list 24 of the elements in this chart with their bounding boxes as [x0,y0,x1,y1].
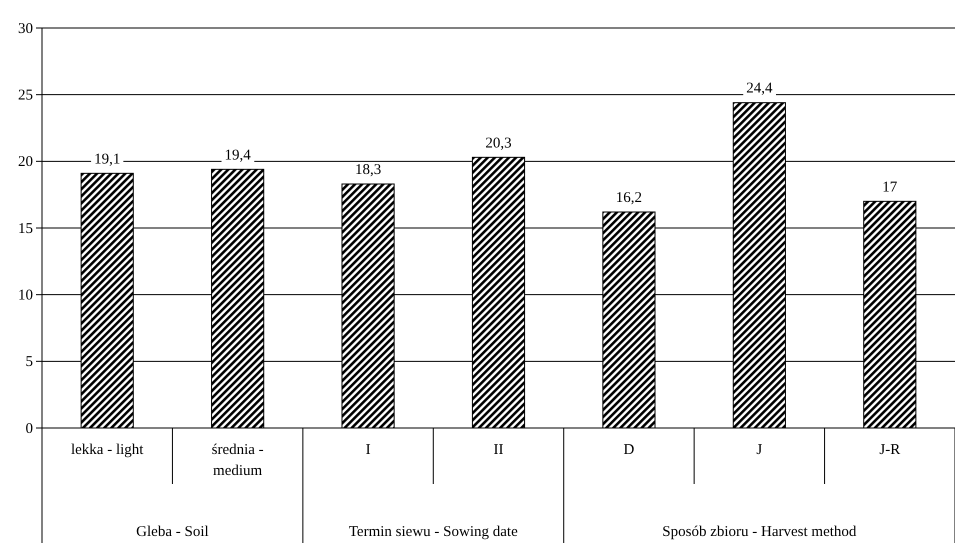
data-label: 16,2 [616,190,642,206]
data-label: 19,1 [94,151,120,168]
x-tick-label: J [756,442,762,458]
y-tick-label: 20 [18,154,33,170]
x-tick-label: II [494,442,504,458]
data-label: 19,4 [224,147,252,164]
y-tick-label: 15 [18,220,33,237]
text: Sposób zbioru - Harvest method [662,524,857,540]
text: Termin siewu - Sowing date [348,524,518,540]
x-tick-label: lekka - light [70,442,144,458]
text: Gleba - Soil [136,524,209,540]
y-tick-label: 25 [18,87,33,104]
x-tick-label: J-R [879,442,900,458]
y-tick-label: 30 [18,20,33,37]
x-tick-label: I [366,442,371,458]
x-tick-label: D [624,442,635,458]
data-label: 17 [882,179,898,196]
y-tick-label: 10 [18,287,33,304]
data-label: 18,3 [354,162,382,178]
data-label: 20,3 [485,135,512,152]
data-label: 24,4 [746,80,773,97]
x-tick-label: średnia - medium [212,442,264,479]
y-tick-label: 0 [26,420,33,437]
y-tick-label: 5 [26,354,33,370]
